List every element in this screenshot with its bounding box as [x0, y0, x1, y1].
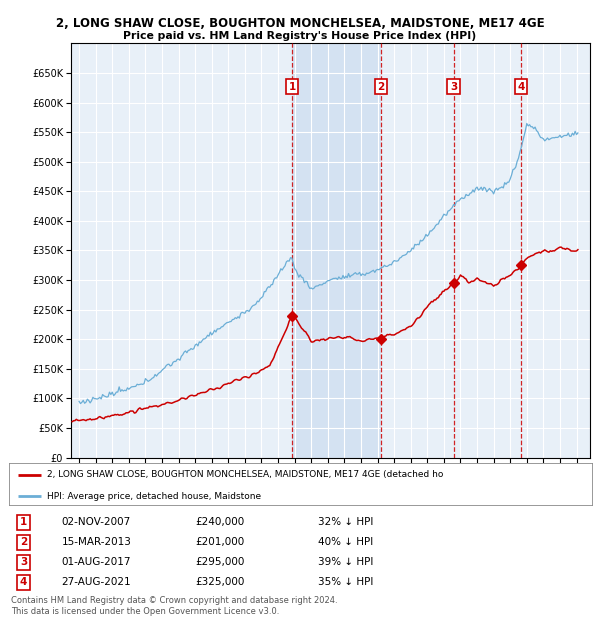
Text: Contains HM Land Registry data © Crown copyright and database right 2024.
This d: Contains HM Land Registry data © Crown c… — [11, 596, 337, 616]
Text: 4: 4 — [20, 577, 27, 587]
Text: 3: 3 — [20, 557, 27, 567]
Text: £240,000: £240,000 — [196, 517, 245, 527]
Text: 4: 4 — [517, 82, 524, 92]
Text: 2, LONG SHAW CLOSE, BOUGHTON MONCHELSEA, MAIDSTONE, ME17 4GE (detached ho: 2, LONG SHAW CLOSE, BOUGHTON MONCHELSEA,… — [47, 471, 443, 479]
Text: 2, LONG SHAW CLOSE, BOUGHTON MONCHELSEA, MAIDSTONE, ME17 4GE: 2, LONG SHAW CLOSE, BOUGHTON MONCHELSEA,… — [56, 17, 544, 30]
Text: 2: 2 — [377, 82, 385, 92]
Text: 39% ↓ HPI: 39% ↓ HPI — [318, 557, 373, 567]
Text: 35% ↓ HPI: 35% ↓ HPI — [318, 577, 373, 587]
Text: £325,000: £325,000 — [196, 577, 245, 587]
Text: 1: 1 — [289, 82, 296, 92]
Bar — [292, 43, 381, 458]
Text: £201,000: £201,000 — [196, 538, 245, 547]
Text: 01-AUG-2017: 01-AUG-2017 — [61, 557, 131, 567]
Text: 27-AUG-2021: 27-AUG-2021 — [61, 577, 131, 587]
Text: 32% ↓ HPI: 32% ↓ HPI — [318, 517, 373, 527]
Text: 40% ↓ HPI: 40% ↓ HPI — [318, 538, 373, 547]
Text: 3: 3 — [450, 82, 457, 92]
Text: £295,000: £295,000 — [196, 557, 245, 567]
Text: 15-MAR-2013: 15-MAR-2013 — [61, 538, 131, 547]
Text: HPI: Average price, detached house, Maidstone: HPI: Average price, detached house, Maid… — [47, 492, 261, 500]
Text: Price paid vs. HM Land Registry's House Price Index (HPI): Price paid vs. HM Land Registry's House … — [124, 31, 476, 41]
Text: 2: 2 — [20, 538, 27, 547]
Text: 02-NOV-2007: 02-NOV-2007 — [61, 517, 131, 527]
Text: 1: 1 — [20, 517, 27, 527]
